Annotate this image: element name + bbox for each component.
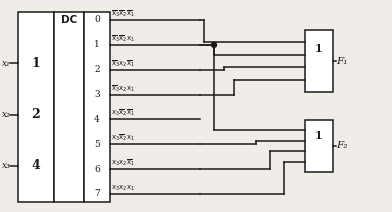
Text: 6: 6 bbox=[94, 165, 100, 174]
Bar bbox=[54, 12, 84, 202]
Bar bbox=[305, 120, 333, 172]
Text: x₃: x₃ bbox=[2, 161, 11, 170]
Text: $\mathdefault{\overline{x}_3\overline{x}_2x_1}$: $\mathdefault{\overline{x}_3\overline{x}… bbox=[111, 33, 135, 44]
Text: DC: DC bbox=[61, 15, 77, 25]
Text: 4: 4 bbox=[32, 159, 40, 172]
Text: $\mathdefault{\overline{x}_3x_2x_1}$: $\mathdefault{\overline{x}_3x_2x_1}$ bbox=[111, 83, 135, 93]
Text: 3: 3 bbox=[94, 90, 100, 99]
Text: 2: 2 bbox=[94, 65, 100, 74]
Text: $\mathdefault{\overline{x}_3\overline{x}_2\overline{x}_1}$: $\mathdefault{\overline{x}_3\overline{x}… bbox=[111, 8, 135, 19]
Text: 5: 5 bbox=[94, 140, 100, 149]
Text: $\mathdefault{\overline{x}_3x_2\overline{x}_1}$: $\mathdefault{\overline{x}_3x_2\overline… bbox=[111, 58, 135, 69]
Bar bbox=[18, 12, 54, 202]
Text: 1: 1 bbox=[32, 57, 40, 70]
Circle shape bbox=[212, 42, 216, 47]
Text: 2: 2 bbox=[32, 108, 40, 121]
Text: $\mathdefault{x_3\overline{x}_2\overline{x}_1}$: $\mathdefault{x_3\overline{x}_2\overline… bbox=[111, 107, 135, 119]
Text: x₂: x₂ bbox=[2, 110, 11, 119]
Text: 1: 1 bbox=[315, 43, 323, 54]
Text: 1: 1 bbox=[315, 130, 323, 141]
Text: $\mathdefault{x_3\overline{x}_2x_1}$: $\mathdefault{x_3\overline{x}_2x_1}$ bbox=[111, 132, 135, 143]
Text: $\mathdefault{x_3x_2x_1}$: $\mathdefault{x_3x_2x_1}$ bbox=[111, 184, 135, 193]
Text: $\mathdefault{x_3x_2\overline{x}_1}$: $\mathdefault{x_3x_2\overline{x}_1}$ bbox=[111, 157, 135, 168]
Bar bbox=[84, 12, 110, 202]
Text: 1: 1 bbox=[94, 40, 100, 49]
Text: 7: 7 bbox=[94, 190, 100, 198]
Text: 0: 0 bbox=[94, 15, 100, 25]
Text: 4: 4 bbox=[94, 115, 100, 124]
Text: F₂: F₂ bbox=[336, 141, 347, 151]
Text: x₁: x₁ bbox=[2, 59, 11, 68]
Bar bbox=[305, 30, 333, 92]
Text: F₁: F₁ bbox=[336, 57, 347, 66]
